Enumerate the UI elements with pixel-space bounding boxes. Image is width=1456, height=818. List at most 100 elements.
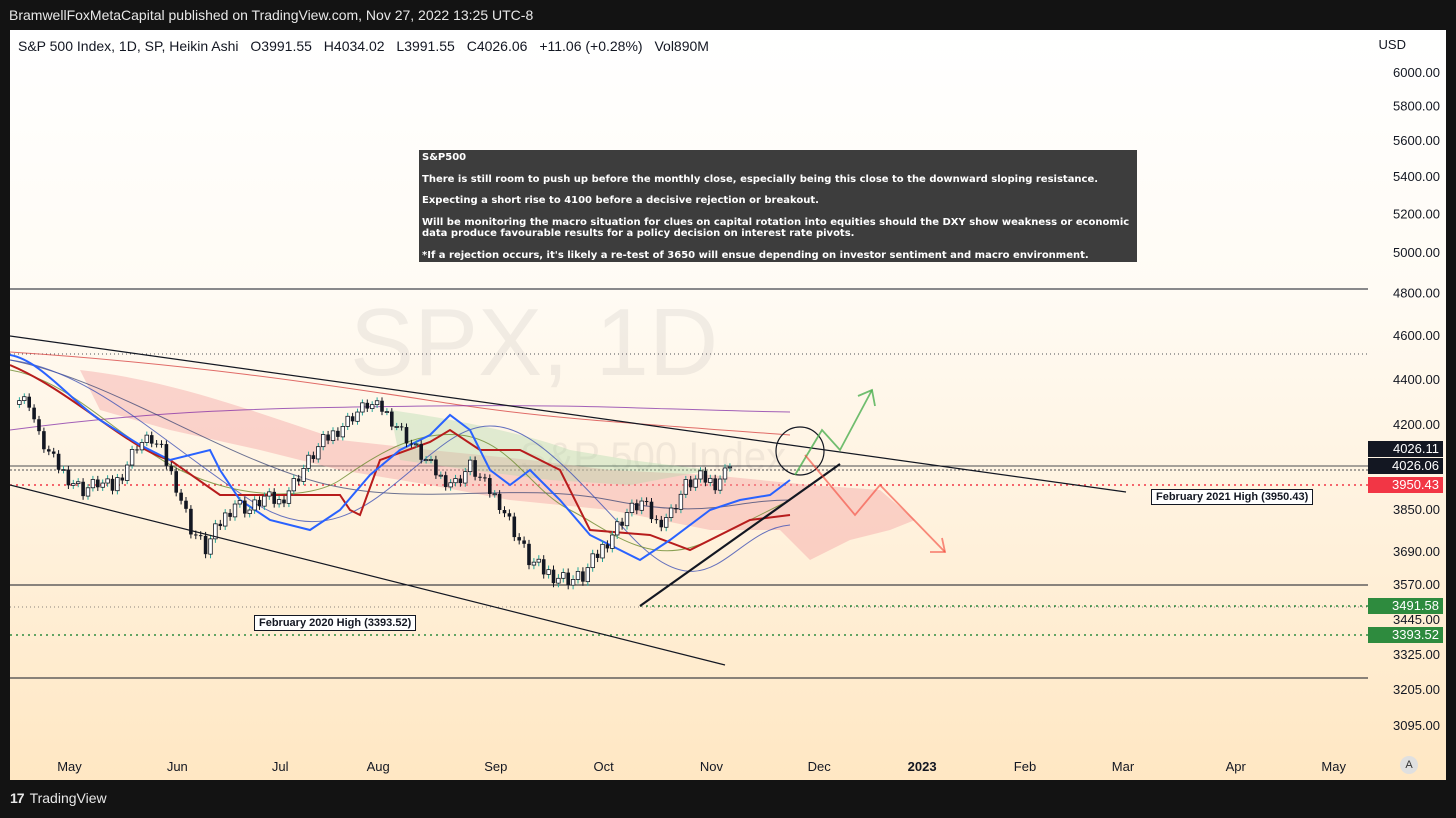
candle-body <box>683 479 688 495</box>
legend-volume: Vol890M <box>654 38 709 54</box>
candle-body <box>169 465 174 472</box>
candle-body <box>105 478 110 484</box>
candle-body <box>668 507 674 518</box>
publisher-header: BramwellFoxMetaCapital published on Trad… <box>9 7 534 23</box>
candle-body <box>453 478 458 484</box>
price-axis-label: 4200.00 <box>1393 417 1440 432</box>
candle-body <box>311 455 316 459</box>
candle-body <box>448 482 453 488</box>
candle-body <box>620 521 624 526</box>
candle-body <box>66 469 71 486</box>
candle-body <box>360 402 365 413</box>
candle-body <box>423 459 429 462</box>
candle-body <box>365 402 370 409</box>
candle-body <box>674 508 678 510</box>
ma-100-line <box>10 405 791 431</box>
candles-group <box>17 393 733 590</box>
candle-body <box>340 426 345 438</box>
candle-body <box>218 523 223 527</box>
price-axis-label: 5200.00 <box>1393 206 1440 221</box>
bullish-projection-arrow <box>794 389 873 476</box>
candle-body <box>336 430 340 437</box>
price-tag-3393-52: 3393.52 <box>1368 627 1443 643</box>
price-axis-label: 4600.00 <box>1393 328 1440 343</box>
candle-body <box>282 499 286 504</box>
legend-symbol[interactable]: S&P 500 Index, 1D, SP, Heikin Ashi <box>18 38 239 54</box>
candle-body <box>369 404 375 409</box>
candle-body <box>419 443 423 460</box>
chart-area[interactable]: SPX, 1D S&P 500 Index 6000.00 5800.00 5600.0… <box>10 30 1446 780</box>
candle-body <box>350 416 355 422</box>
candle-body <box>32 407 36 420</box>
candle-body <box>394 426 399 428</box>
candle-body <box>237 500 243 505</box>
candle-body <box>222 512 228 527</box>
candle-body <box>125 464 130 481</box>
watermark-name: S&P 500 Index <box>520 435 786 479</box>
bearish-arrow-head <box>930 537 947 553</box>
candle-body <box>629 502 635 513</box>
candle-body <box>37 419 41 432</box>
candle-body <box>164 444 169 466</box>
note-line: *If a rejection occurs, it's likely a re… <box>422 249 1089 261</box>
candle-body <box>262 495 267 507</box>
candle-body <box>649 501 654 520</box>
candle-body <box>198 535 203 537</box>
ma-20-line <box>10 359 791 572</box>
price-axis-label: 3095.00 <box>1393 718 1440 733</box>
bearish-projection-arrow <box>804 454 946 553</box>
price-axis-label: 3205.00 <box>1393 682 1440 697</box>
time-axis-label: Apr <box>1226 759 1247 774</box>
price-tag-4026-11: 4026.11 <box>1368 441 1443 457</box>
candle-body <box>644 501 649 503</box>
candle-body <box>428 459 434 461</box>
candle-body <box>179 492 183 501</box>
auto-scale-button[interactable]: A <box>1400 756 1418 774</box>
candle-body <box>22 396 27 401</box>
candle-body <box>698 470 703 480</box>
candle-body <box>546 569 551 575</box>
candle-body <box>252 499 257 511</box>
candle-body <box>71 483 76 486</box>
target-circle <box>775 426 825 476</box>
price-axis-label: 4400.00 <box>1393 372 1440 387</box>
candle-body <box>203 535 208 555</box>
price-axis-label: 3325.00 <box>1393 647 1440 662</box>
candle-body <box>399 426 404 428</box>
analysis-note[interactable]: S&P500 There is still room to push up be… <box>419 150 1137 262</box>
ohlc-legend: S&P 500 Index, 1D, SP, Heikin Ashi O3991… <box>18 38 717 54</box>
candle-body <box>345 415 350 427</box>
time-axis-label: Sep <box>484 759 507 774</box>
candle-body <box>531 561 537 566</box>
candle-body <box>664 517 669 528</box>
annotation-feb2020-high[interactable]: February 2020 High (3393.52) <box>254 615 417 631</box>
price-chart-svg[interactable]: SPX, 1D S&P 500 Index 6000.00 5800.00 5600.0… <box>10 30 1446 780</box>
candle-body <box>570 579 576 586</box>
bullish-arrow-head <box>857 388 876 407</box>
candle-body <box>463 471 468 484</box>
candle-body <box>110 478 115 491</box>
candle-body <box>536 558 541 563</box>
candle-body <box>678 493 684 510</box>
price-axis-label: 3690.00 <box>1393 544 1440 559</box>
currency-label: USD <box>1378 37 1406 52</box>
candle-body <box>320 434 326 448</box>
candle-body <box>590 553 595 569</box>
candle-body <box>257 499 262 507</box>
footer: 17 TradingView <box>10 790 107 806</box>
price-axis-label: 5600.00 <box>1393 133 1440 148</box>
candle-body <box>85 487 91 497</box>
legend-open: O3991.55 <box>250 38 312 54</box>
candle-body <box>497 493 502 510</box>
price-axis-label: 3445.00 <box>1393 612 1440 627</box>
price-tag-3950-43: 3950.43 <box>1368 477 1443 493</box>
candle-body <box>541 559 546 575</box>
candle-body <box>688 479 693 488</box>
candle-body <box>144 434 149 443</box>
candle-body <box>502 510 507 514</box>
candle-body <box>639 500 644 511</box>
candle-body <box>384 411 390 413</box>
candle-body <box>355 411 360 422</box>
annotation-feb2021-high[interactable]: February 2021 High (3950.43) <box>1151 489 1314 505</box>
legend-close: C4026.06 <box>466 38 528 54</box>
